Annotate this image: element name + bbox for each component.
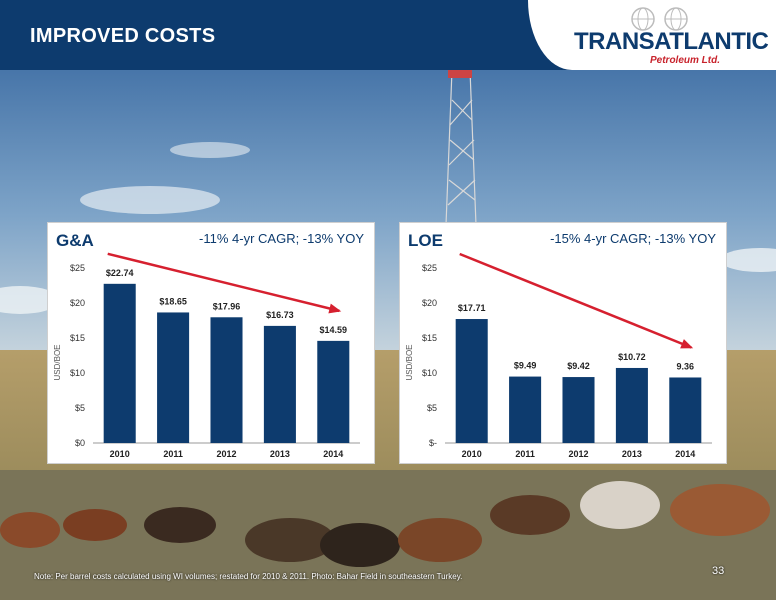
chart-title-loe: LOE (408, 231, 443, 250)
chart-panel-ga: G&A -11% 4-yr CAGR; -13% YOY USD/BOE $0 $5… (47, 222, 375, 464)
data-label: $17.96 (213, 301, 241, 311)
y-tick-label: $0 (75, 438, 85, 448)
x-tick-label: 2010 (110, 449, 130, 459)
trend-arrow-head (328, 303, 342, 314)
x-tick-label: 2010 (462, 449, 482, 459)
y-axis-label: USD/BOE (405, 344, 414, 380)
y-tick-label: $25 (70, 263, 85, 273)
bar (669, 377, 702, 443)
chart-subtitle-ga: -11% 4-yr CAGR; -13% YOY (199, 231, 364, 246)
y-tick-label: $- (429, 438, 437, 448)
footnote: Note: Per barrel costs calculated using … (34, 572, 463, 581)
bar (455, 319, 488, 443)
x-tick-label: 2012 (216, 449, 236, 459)
bar (210, 317, 243, 443)
trend-arrow-line (107, 252, 340, 313)
y-axis-label: USD/BOE (53, 344, 62, 380)
cattle-herd (0, 481, 770, 567)
y-tick-label: $5 (75, 403, 85, 413)
y-tick-label: $5 (427, 403, 437, 413)
y-tick-label: $15 (422, 333, 437, 343)
data-label: $10.72 (618, 352, 646, 362)
y-tick-label: $25 (422, 263, 437, 273)
page-number: 33 (712, 565, 725, 577)
y-tick-label: $20 (422, 298, 437, 308)
globe-icon (631, 7, 688, 31)
data-label: 9.36 (677, 361, 695, 371)
trend-arrow-line (459, 252, 692, 349)
bar-chart-loe: USD/BOE $- $5 $10 $15 $20 $25 $17.71 2010 $9.49 20… (405, 252, 712, 459)
chart-panel-loe: LOE -15% 4-yr CAGR; -13% YOY USD/BOE $- $5… (399, 222, 727, 464)
x-tick-label: 2014 (323, 449, 343, 459)
y-tick-label: $10 (70, 368, 85, 378)
company-logo-name: TRANSATLANTIC (574, 28, 769, 55)
bar (103, 283, 136, 443)
bar (317, 340, 350, 443)
drilling-rig (445, 69, 477, 226)
x-tick-label: 2012 (568, 449, 588, 459)
y-tick-label: $15 (70, 333, 85, 343)
bar (263, 325, 296, 443)
bar-chart-ga: USD/BOE $0 $5 $10 $15 $20 $25 $22.74 2010 $18.65 2… (53, 252, 360, 459)
chart-title-ga: G&A (56, 231, 94, 250)
data-label: $14.59 (320, 325, 348, 335)
x-tick-label: 2014 (675, 449, 695, 459)
bar (615, 367, 648, 443)
rig-crown (448, 70, 472, 78)
x-tick-label: 2011 (515, 449, 535, 459)
x-tick-label: 2013 (622, 449, 642, 459)
data-label: $17.71 (458, 303, 486, 313)
slide-title: IMPROVED COSTS (30, 25, 216, 47)
x-tick-label: 2011 (163, 449, 183, 459)
x-tick-label: 2013 (270, 449, 290, 459)
y-tick-label: $20 (70, 298, 85, 308)
bar (509, 376, 542, 443)
chart-subtitle-loe: -15% 4-yr CAGR; -13% YOY (550, 231, 716, 246)
bar (562, 377, 595, 443)
trend-arrow-head (680, 339, 694, 349)
data-label: $18.65 (159, 296, 187, 306)
company-logo-subtitle: Petroleum Ltd. (650, 55, 721, 66)
data-label: $22.74 (106, 268, 134, 278)
data-label: $9.42 (567, 361, 590, 371)
data-label: $16.73 (266, 310, 294, 320)
data-label: $9.49 (514, 361, 537, 371)
y-tick-label: $10 (422, 368, 437, 378)
bar (157, 312, 190, 443)
